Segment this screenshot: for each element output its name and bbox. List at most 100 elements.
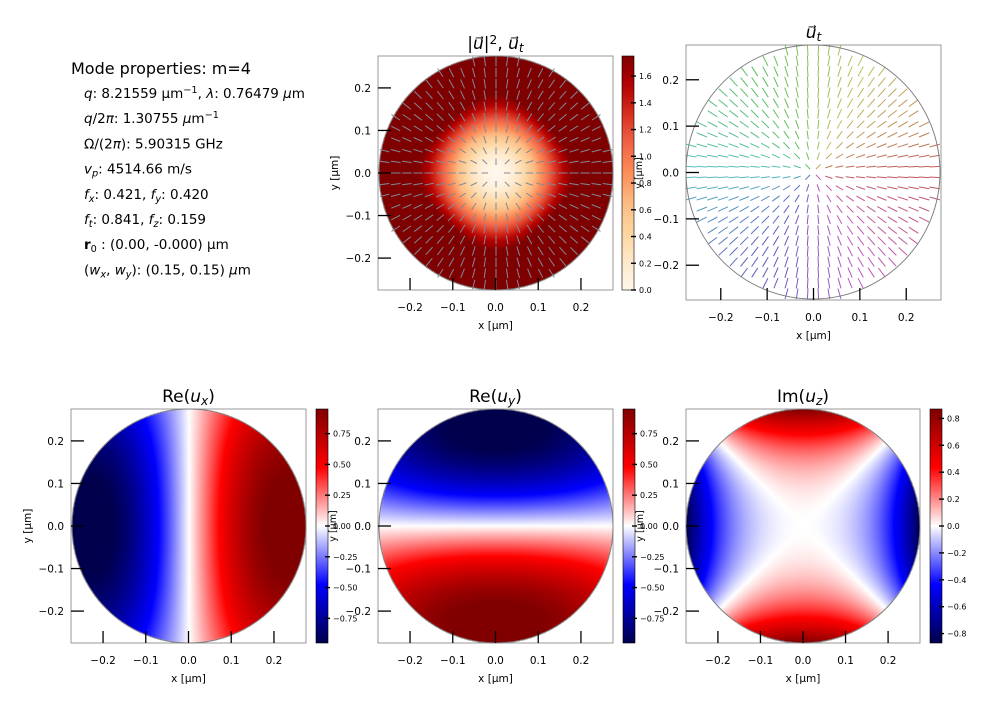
colorbar-tick-label: 0.4 — [639, 233, 652, 242]
field-arrow — [526, 90, 532, 100]
panel-imz: Im(uz) −0.2 −0.1 0.0 0.1 0.2 −0.2 −0.1 0.0 0.1 0.2… — [654, 387, 967, 685]
property-line-part: μ — [182, 111, 192, 127]
field-arrow — [857, 277, 864, 289]
field-arrow — [580, 204, 590, 209]
field-arrow — [761, 109, 770, 119]
y-tick-label: −0.1 — [346, 564, 372, 576]
field-arrow — [898, 247, 908, 256]
colorbar-tick-label: 0.25 — [333, 491, 351, 500]
field-arrow — [784, 76, 789, 88]
mode-properties-panel: Mode properties: m=4q: 8.21559 μm−1, λ: … — [71, 59, 305, 280]
field-arrow — [547, 182, 557, 186]
field-arrow — [402, 183, 412, 186]
field-arrow — [740, 66, 749, 77]
x-axis-label-text: x [μm] — [171, 673, 206, 685]
x-axis-label-text: x [μm] — [796, 330, 831, 342]
field-arrow — [729, 236, 739, 245]
field-arrow — [483, 235, 487, 245]
field-arrow — [728, 206, 739, 212]
field-arrow — [815, 163, 822, 170]
colorbar-tick-label: 0.2 — [947, 495, 960, 504]
property-line-part: : 0.841, — [93, 212, 149, 228]
field-arrow — [526, 235, 533, 245]
field-arrow — [470, 159, 478, 164]
panel-title-part: z — [815, 394, 823, 408]
field-arrow — [897, 186, 909, 190]
field-arrow — [569, 160, 579, 164]
field-arrow — [771, 165, 781, 168]
field-arrow — [846, 235, 854, 246]
field-arrow — [782, 185, 791, 191]
field-arrow — [537, 79, 544, 89]
panel-title-part: u⃗ — [806, 23, 817, 43]
colorbar-tick-label: 0.8 — [639, 179, 652, 188]
property-line-part: : 1.30755 — [114, 111, 183, 127]
field-arrow — [685, 176, 697, 179]
field-arrow — [887, 154, 898, 158]
field-arrow — [413, 225, 423, 233]
field-arrow — [483, 67, 486, 78]
x-tick-label: 0.2 — [573, 302, 590, 314]
field-arrow — [537, 235, 544, 245]
property-line: vp: 4514.66 m/s — [84, 162, 192, 180]
field-arrow — [413, 137, 423, 143]
colorbar-tick-label: −0.4 — [947, 576, 966, 585]
field-arrow — [772, 109, 780, 119]
field-arrow — [558, 225, 567, 233]
field-arrow — [784, 256, 789, 268]
field-arrow — [728, 196, 739, 201]
field-arrow — [437, 68, 444, 78]
field-arrow — [794, 130, 800, 140]
field-arrow — [897, 196, 909, 201]
field-arrow — [558, 182, 568, 186]
property-line-part: f — [151, 187, 158, 203]
field-arrow — [402, 225, 412, 233]
field-arrow — [548, 68, 555, 78]
property-line-part: π — [113, 136, 122, 152]
field-arrow — [729, 257, 738, 267]
field-arrow — [448, 268, 455, 278]
property-line: q: 8.21559 μm−1, λ: 0.76479 μm — [84, 85, 305, 102]
field-arrow — [402, 160, 412, 163]
y-tick-label: 0.0 — [662, 521, 679, 533]
property-line-part: r — [84, 237, 91, 253]
field-arrow — [918, 121, 930, 128]
field-arrow — [837, 44, 842, 56]
field-arrow — [402, 236, 412, 244]
field-arrow — [459, 213, 466, 222]
colorbar-tick-label: −0.75 — [640, 614, 665, 623]
field-arrow — [795, 66, 799, 77]
field-arrow — [402, 125, 412, 132]
field-arrow — [856, 225, 865, 235]
field-arrow — [866, 131, 876, 139]
field-arrow — [483, 90, 487, 100]
field-arrow — [558, 193, 568, 198]
field-arrow — [570, 91, 578, 99]
field-arrow — [867, 66, 875, 77]
field-arrow — [739, 216, 749, 224]
field-arrow — [887, 120, 898, 128]
field-arrow — [918, 143, 930, 148]
y-tick-label: −0.1 — [39, 564, 65, 576]
field-arrow — [696, 154, 708, 158]
field-arrow — [888, 257, 897, 267]
field-arrow — [877, 257, 886, 267]
field-arrow — [580, 160, 590, 163]
field-arrow — [837, 55, 842, 67]
x-tick-label: −0.1 — [440, 302, 466, 314]
field-arrow — [569, 125, 579, 132]
field-arrow — [580, 193, 590, 198]
field-arrow — [470, 147, 477, 154]
field-arrow — [846, 215, 854, 224]
field-arrow — [846, 195, 855, 202]
field-arrow — [516, 90, 521, 100]
property-line-part: t — [89, 219, 94, 230]
field-arrow — [827, 235, 831, 246]
panel-title-part: | — [467, 34, 473, 54]
colorbar-tick-label: −0.6 — [947, 603, 966, 612]
field-arrow — [750, 120, 760, 129]
field-arrow — [482, 159, 488, 165]
colorbar-tick-label: −0.2 — [947, 549, 966, 558]
field-arrow — [846, 142, 855, 149]
field-arrow — [471, 257, 476, 267]
